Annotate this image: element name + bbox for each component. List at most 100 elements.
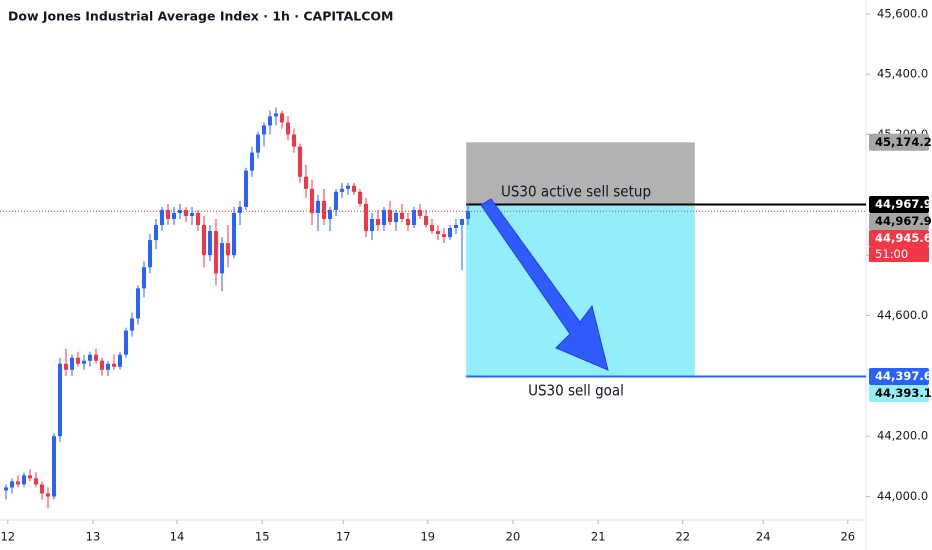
price-badge-label: 44,397.6 [875,369,932,383]
candle-body [412,209,416,226]
annotation: US30 active sell setup [501,182,651,200]
candle-body [250,152,254,171]
candle-body [460,218,464,226]
candle-body [70,357,74,370]
candle-body [10,481,14,488]
x-tick-label: 15 [255,530,270,544]
candle-body [166,209,170,219]
candle-body [136,288,140,319]
price-badge-label: 45,174.2 [875,135,932,149]
candle-body [112,363,116,367]
candle-body [208,231,212,256]
candle-body [82,360,86,364]
price-badge [869,213,929,231]
candle-body [334,191,338,210]
price-badge [869,133,929,151]
countdown: 51:00 [875,247,908,261]
candle-body [58,363,62,437]
price-badge-label: 44,945.6 [875,231,932,245]
candle-body [340,188,344,192]
candle-body [274,113,278,117]
y-tick-label: 45,400.0 [877,67,928,81]
candle-body [124,330,128,355]
y-tick-label: 45,600.0 [877,6,928,20]
candle-body [22,475,26,485]
candle-body [172,212,176,219]
price-badge-label: 44,393.1 [875,386,932,400]
x-tick-label: 22 [675,530,690,544]
x-tick-label: 19 [420,530,435,544]
candle-body [388,209,392,222]
candle-body [364,203,368,232]
candle-body [436,231,440,235]
y-tick-label: 44,000.0 [877,489,928,503]
candle-body [220,243,224,274]
candle-body [370,218,374,232]
candle-body [94,354,98,361]
y-tick-label: 44,600.0 [877,308,928,322]
candle-body [358,191,362,204]
candle-body [46,493,50,497]
candle-body [322,200,326,219]
candle-body [430,225,434,232]
candle-body [280,113,284,123]
candle-body [184,209,188,216]
candle-body [64,363,68,370]
stop-zone [466,142,695,205]
candle-body [4,487,8,491]
candle-body [394,212,398,222]
candle-body [400,212,404,219]
candle-body [232,212,236,256]
candle-body [40,484,44,494]
candle-body [190,212,194,216]
price-badge [869,196,929,214]
candle-body [52,436,56,497]
candle-body [118,354,122,367]
candle-body [214,231,218,274]
candle-body [196,212,200,226]
price-badge-label: 44,967.9 [875,214,932,228]
candle-body [226,243,230,256]
candle-body [76,357,80,364]
candle-body [16,481,20,485]
x-tick-label: 14 [170,530,185,544]
candle-body [106,363,110,370]
candle-body [268,116,272,126]
candle-body [406,218,410,226]
candle-body [346,185,350,189]
candle-body [424,215,428,226]
price-badge [869,385,929,403]
candle-body [442,234,446,238]
candle-body [292,134,296,147]
candle-body [328,209,332,219]
x-tick-label: 26 [840,530,855,544]
candle-body [154,225,158,241]
candle-body [298,146,302,177]
candle-body [376,218,380,226]
candle-body [316,200,320,213]
arrow [480,198,609,371]
candle-body [178,209,182,213]
x-tick-label: 13 [86,530,101,544]
candle-body [310,188,314,213]
candle-body [466,211,470,219]
candle-body [454,225,458,229]
candle-body [262,125,266,135]
candle-body [352,185,356,192]
candle-body [28,475,32,479]
price-badge [869,230,929,248]
chart-title: Dow Jones Industrial Average Index · 1h … [8,9,393,24]
candle-body [202,225,206,256]
candle-body [286,122,290,135]
price-badge-label: 44,967.9 [875,197,932,211]
candle-body [256,134,260,153]
candle-body [142,267,146,289]
candle-body [34,478,38,485]
candle-body [382,209,386,226]
candle-body [100,360,104,370]
y-tick-label: 44,200.0 [877,429,928,443]
candle-body [148,240,152,268]
candle-body [160,209,164,226]
candle-body [304,176,308,189]
